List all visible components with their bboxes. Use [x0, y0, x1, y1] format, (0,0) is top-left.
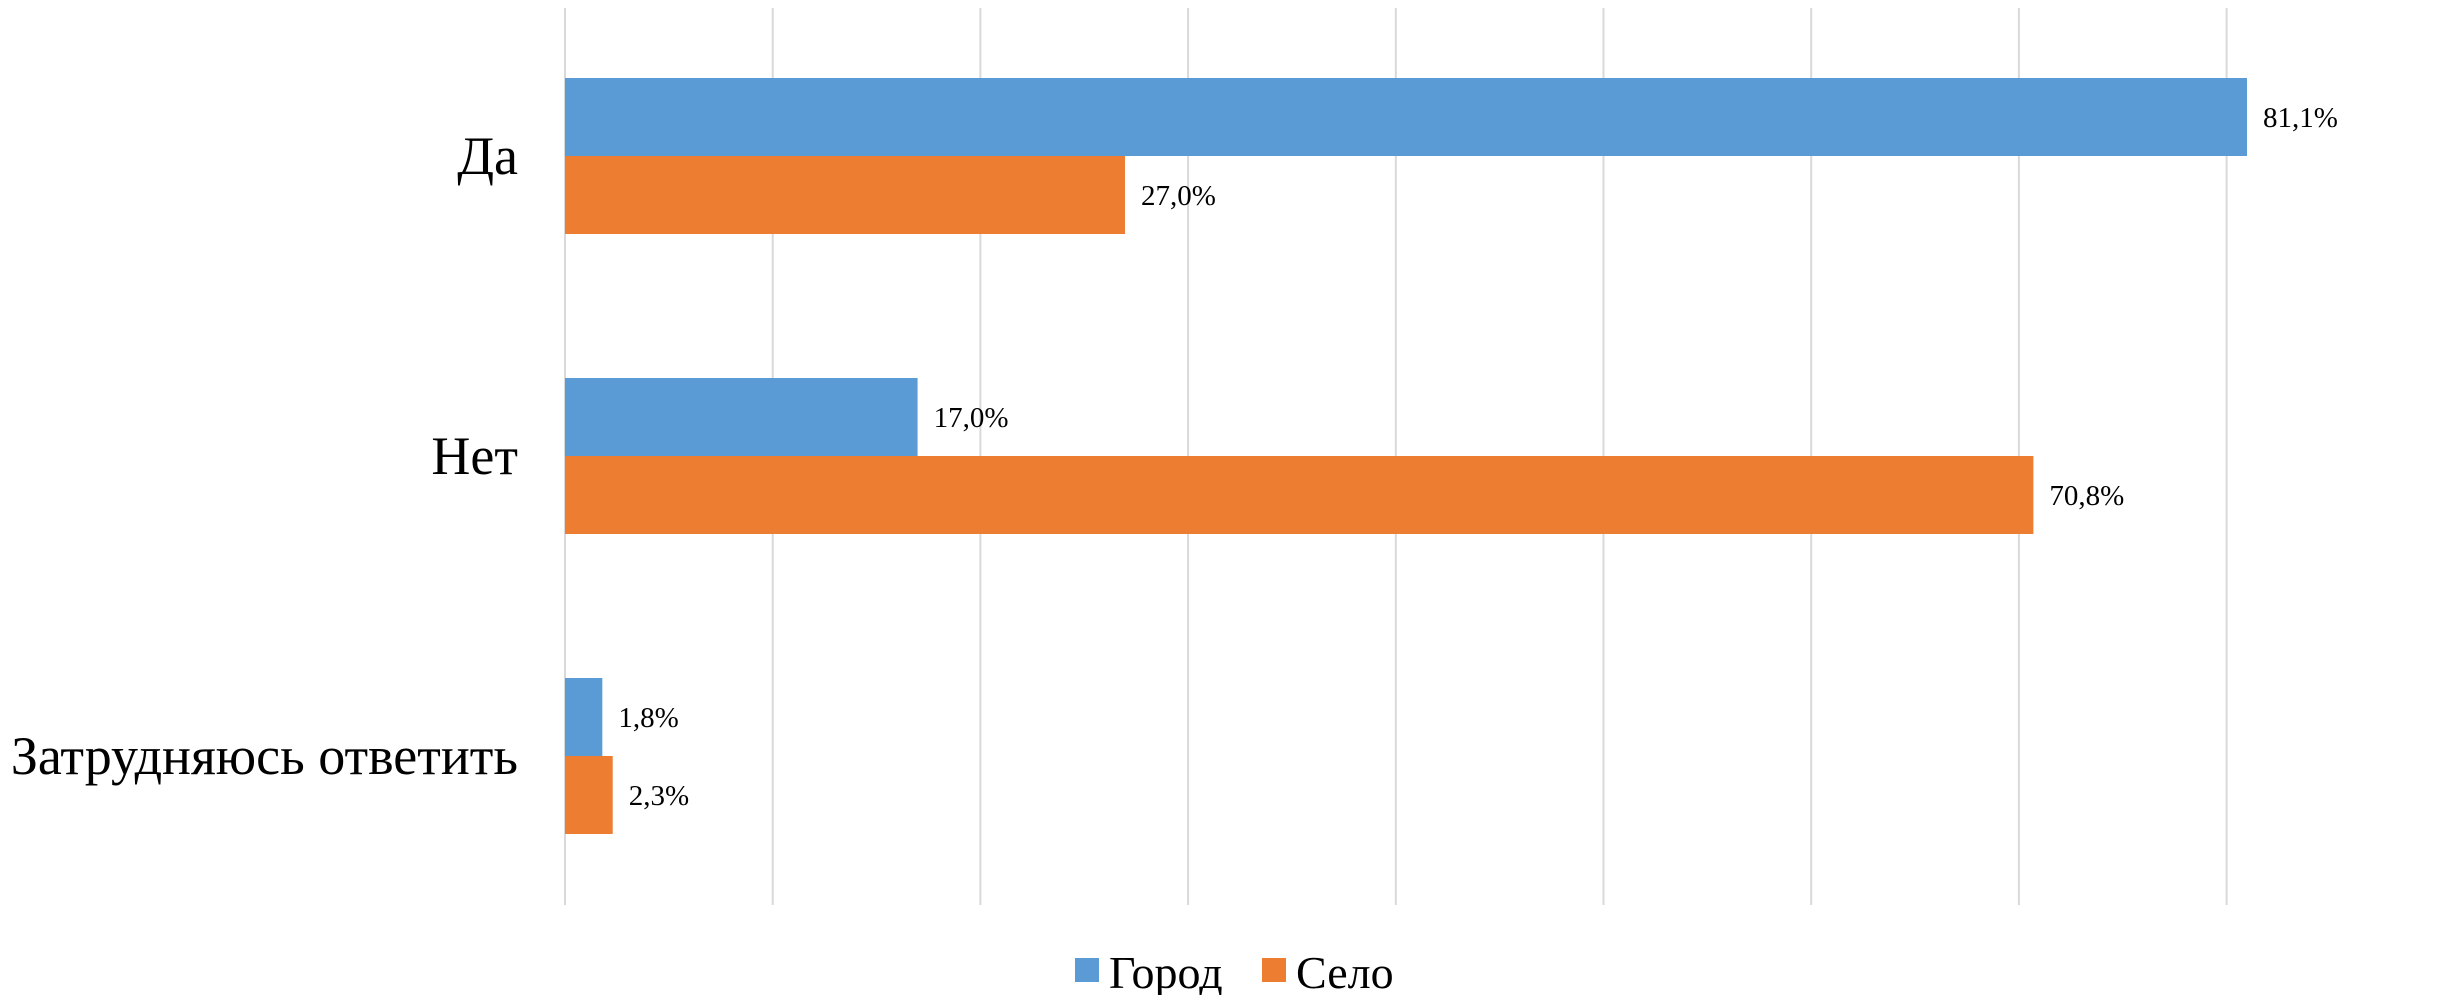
data-label: 81,1% [2263, 102, 2338, 134]
data-labels: 81,1% 27,0% 17,0% 70,8% 1,8% 2,3% [618, 102, 2338, 812]
bar-gorod [565, 78, 2247, 156]
data-label: 27,0% [1141, 180, 1216, 212]
bar-selo [565, 456, 2034, 534]
category-labels: Да Нет Затрудняюсь ответить [11, 126, 518, 786]
bar-gorod [565, 678, 603, 756]
category-label: Затрудняюсь ответить [11, 726, 518, 786]
data-label: 17,0% [934, 402, 1009, 434]
category-label: Нет [431, 426, 518, 486]
data-label: 2,3% [629, 780, 689, 812]
category-label: Да [457, 126, 518, 186]
legend-label: Село [1296, 947, 1394, 995]
data-label: 70,8% [2049, 480, 2124, 512]
bar-selo [565, 156, 1125, 234]
bars [565, 78, 2247, 834]
bar-gorod [565, 378, 918, 456]
legend: Город Село [1075, 947, 1394, 995]
bar-selo [565, 756, 613, 834]
data-label: 1,8% [618, 702, 678, 734]
legend-swatch [1075, 958, 1099, 982]
legend-swatch [1262, 958, 1286, 982]
legend-label: Город [1109, 947, 1223, 995]
